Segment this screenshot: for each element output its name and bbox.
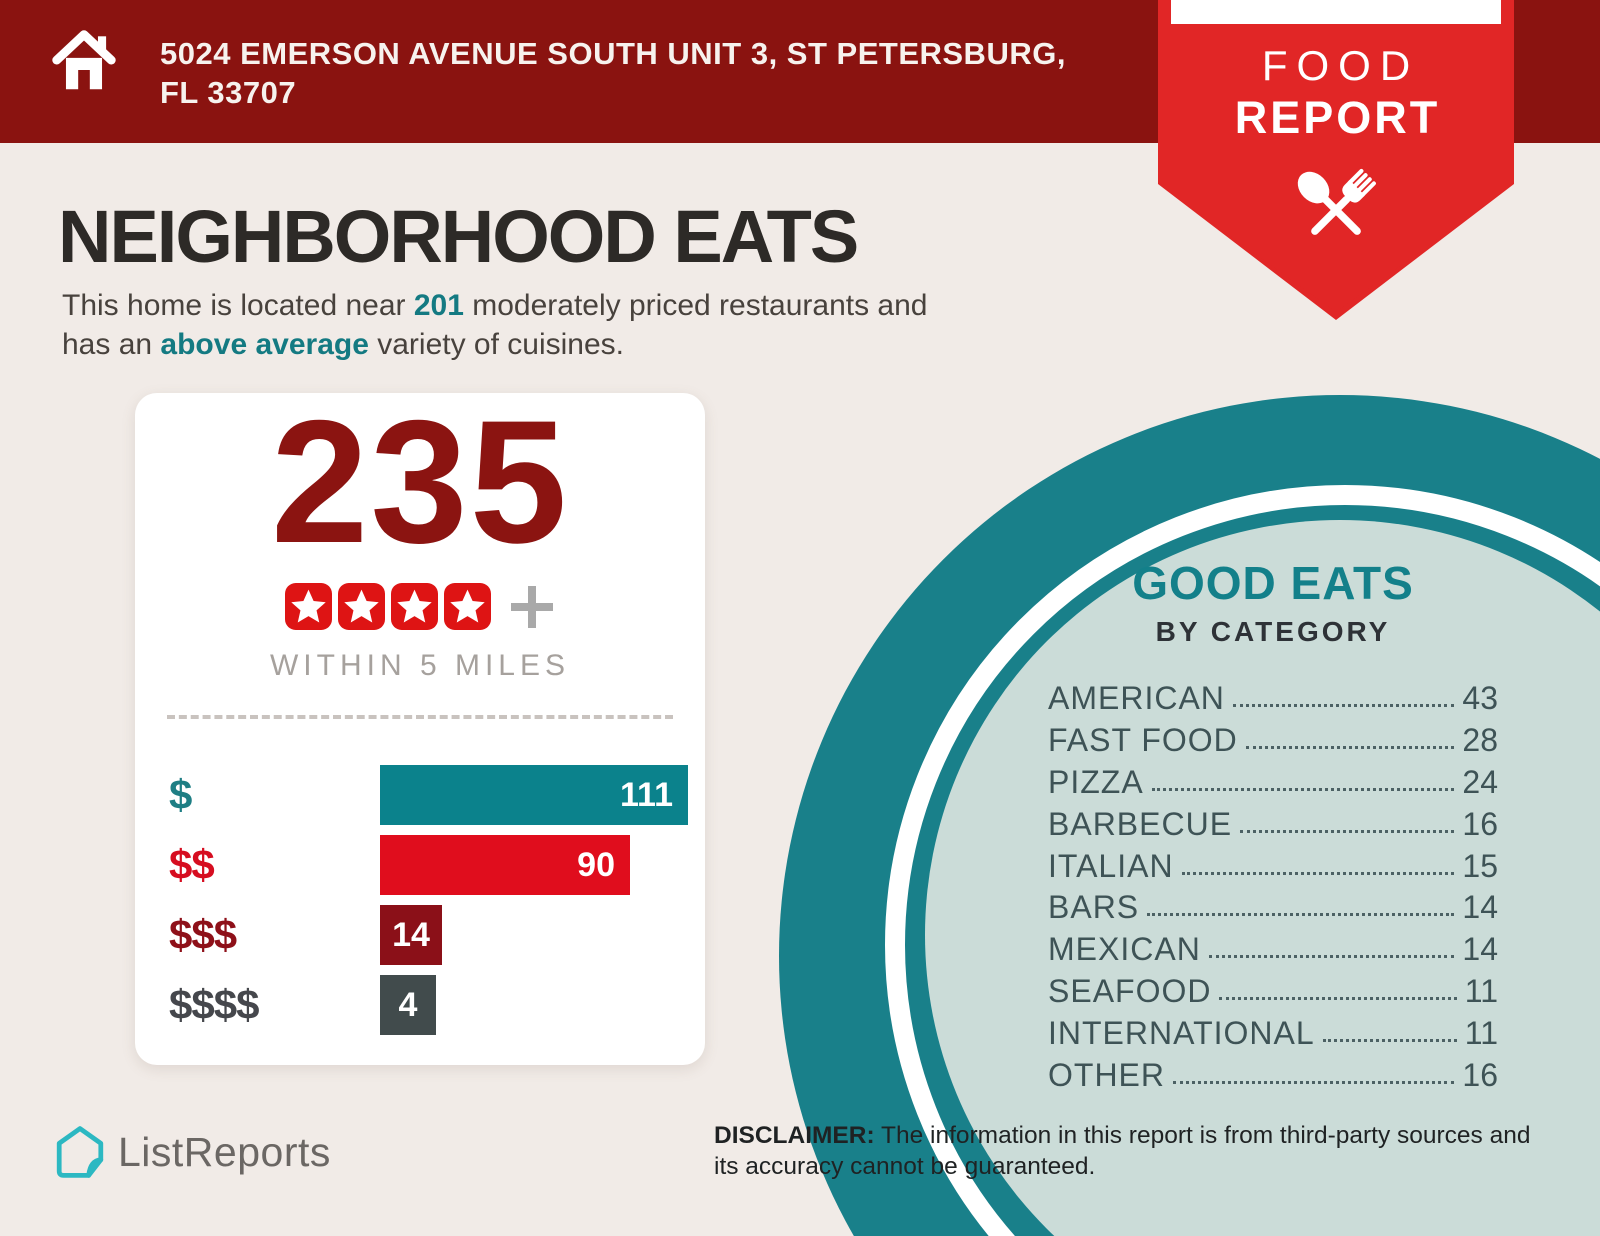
dashed-divider — [167, 715, 673, 719]
page-title: NEIGHBORHOOD EATS — [58, 195, 859, 278]
disclaimer-label: DISCLAIMER: — [714, 1122, 875, 1149]
price-bar-value: 4 — [398, 985, 418, 1024]
summary-card: 235 WITHIN 5 MILES $111 $$ 90 $$$ 14 $$$$ 4 — [135, 393, 705, 1065]
intro-segment: variety of cuisines. — [368, 328, 624, 361]
category-value: 16 — [1462, 1056, 1498, 1093]
category-row: BARBECUE 16 — [1048, 803, 1498, 845]
price-tier-label: $$$$ — [169, 981, 259, 1028]
price-tier-label: $$ — [169, 841, 215, 888]
category-value: 14 — [1462, 889, 1498, 926]
price-bar-value: 90 — [577, 845, 615, 884]
good-eats-title: GOOD EATS — [1132, 557, 1414, 609]
category-row: INTERNATIONAL 11 — [1048, 1012, 1498, 1054]
dotted-leader — [1322, 1038, 1457, 1042]
category-label: FAST FOOD — [1048, 722, 1238, 759]
food-report-ribbon: FOOD REPORT — [1158, 0, 1514, 320]
listreports-logo: ListReports — [54, 1124, 331, 1180]
category-value: 24 — [1462, 763, 1498, 800]
category-value: 16 — [1462, 805, 1498, 842]
star-rating — [135, 583, 705, 630]
category-label: OTHER — [1048, 1056, 1165, 1093]
category-label: BARBECUE — [1048, 805, 1233, 842]
spoon-fork-icon — [1297, 168, 1376, 235]
dotted-leader — [1240, 829, 1455, 833]
address-line-1: 5024 EMERSON AVENUE SOUTH UNIT 3, ST PET… — [160, 36, 1066, 71]
good-eats-panel: GOOD EATS BY CATEGORY AMERICAN 43 FAST FOO… — [1048, 556, 1498, 1096]
dotted-leader — [1151, 787, 1455, 791]
category-row: OTHER 16 — [1048, 1054, 1498, 1096]
price-bar-value: 111 — [620, 775, 673, 814]
category-label: INTERNATIONAL — [1048, 1014, 1315, 1051]
listreports-logo-text: ListReports — [118, 1128, 331, 1175]
category-row: SEAFOOD 11 — [1048, 971, 1498, 1013]
dotted-leader — [1245, 746, 1455, 750]
dotted-leader — [1232, 704, 1455, 708]
dotted-leader — [1173, 1080, 1455, 1084]
disclaimer-body: The information in this report is from t… — [714, 1122, 1531, 1180]
dotted-leader — [1147, 913, 1455, 917]
category-row: AMERICAN 43 — [1048, 678, 1498, 720]
category-row: BARS 14 — [1048, 887, 1498, 929]
category-row: ITALIAN 15 — [1048, 845, 1498, 887]
price-bar-value: 14 — [392, 915, 430, 954]
good-eats-subtitle: BY CATEGORY — [1155, 616, 1391, 647]
star-icon — [285, 583, 332, 630]
category-value: 11 — [1464, 1014, 1498, 1051]
intro-segment: moderately priced restaurants and — [463, 289, 928, 322]
category-value: 28 — [1462, 722, 1498, 759]
home-icon — [52, 30, 116, 90]
property-address: 5024 EMERSON AVENUE SOUTH UNIT 3, ST PET… — [160, 34, 1066, 112]
intro-highlight: above average — [160, 328, 369, 361]
category-row: FAST FOOD 28 — [1048, 720, 1498, 762]
address-line-2: FL 33707 — [160, 75, 297, 110]
category-list: AMERICAN 43 FAST FOOD 28 PIZZA 24 BARBECUE 16 IT… — [1048, 678, 1498, 1096]
plus-icon — [509, 584, 555, 630]
star-icon — [391, 583, 438, 630]
intro-highlight: 201 — [413, 289, 464, 322]
price-bar-row: $$$$ 4 — [135, 975, 705, 1035]
disclaimer-text: DISCLAIMER: The information in this repo… — [714, 1120, 1559, 1182]
total-restaurant-count: 235 — [271, 385, 569, 580]
price-bar-row: $111 — [135, 765, 705, 825]
price-bar-chart: $111 $$ 90 $$$ 14 $$$$ 4 — [135, 765, 705, 1045]
category-value: 43 — [1462, 680, 1498, 717]
intro-segment: This home is located near — [62, 289, 414, 322]
price-bar: 111 — [380, 765, 688, 825]
price-bar-row: $$$ 14 — [135, 905, 705, 965]
radius-label: WITHIN 5 MILES — [269, 649, 571, 682]
price-tier-label: $ — [169, 771, 192, 818]
intro-text: This home is located near 201 moderately… — [62, 286, 1122, 364]
price-bar: 90 — [380, 835, 630, 895]
category-value: 14 — [1462, 931, 1498, 968]
category-label: MEXICAN — [1048, 931, 1201, 968]
category-label: ITALIAN — [1048, 847, 1174, 884]
ribbon-title-food: FOOD — [1261, 42, 1420, 89]
price-bar: 4 — [380, 975, 436, 1035]
star-icon — [338, 583, 385, 630]
category-label: BARS — [1048, 889, 1140, 926]
category-value: 11 — [1464, 972, 1498, 1009]
dotted-leader — [1208, 955, 1455, 959]
star-icon — [444, 583, 491, 630]
dotted-leader — [1219, 996, 1457, 1000]
dotted-leader — [1181, 871, 1455, 875]
price-bar: 14 — [380, 905, 442, 965]
ribbon-title-report: REPORT — [1234, 92, 1441, 143]
listreports-logo-icon — [56, 1126, 104, 1178]
category-label: AMERICAN — [1048, 680, 1225, 717]
price-tier-label: $$$ — [169, 911, 237, 958]
category-label: PIZZA — [1048, 763, 1144, 800]
category-row: PIZZA 24 — [1048, 762, 1498, 804]
price-bar-row: $$ 90 — [135, 835, 705, 895]
intro-segment: has an — [62, 328, 161, 361]
category-value: 15 — [1462, 847, 1498, 884]
category-label: SEAFOOD — [1048, 972, 1212, 1009]
category-row: MEXICAN 14 — [1048, 929, 1498, 971]
